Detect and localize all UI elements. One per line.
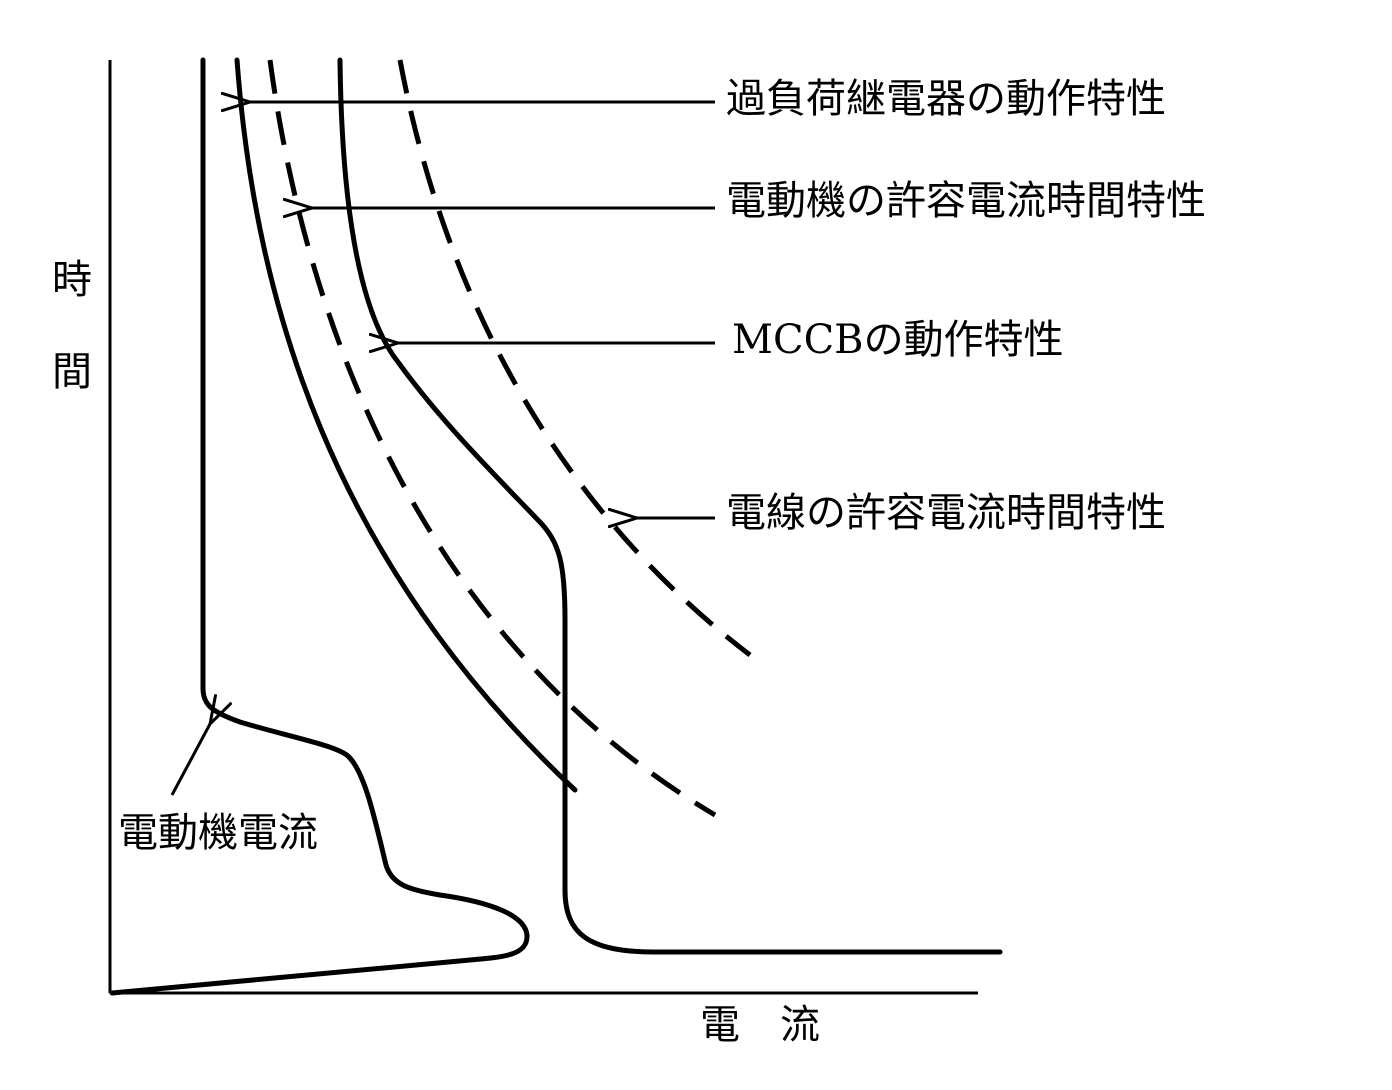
y-axis-label: 時間	[45, 258, 91, 442]
label: 電動機の許容電流時間特性	[726, 178, 1206, 224]
label: 電動機電流	[118, 810, 318, 856]
label: 電線の許容電流時間特性	[726, 490, 1166, 536]
overload-relay-curve	[234, 57, 578, 793]
mccb-curve	[337, 57, 1003, 955]
wire-allowable-curve	[397, 59, 752, 657]
label: MCCBの動作特性	[732, 317, 1064, 363]
label: 過負荷継電器の動作特性	[726, 76, 1166, 122]
pointer	[170, 724, 210, 796]
motor-current-curve	[109, 57, 530, 996]
motor-allowable-curve	[267, 59, 717, 818]
x-axis-label: 電 流	[700, 1002, 820, 1048]
